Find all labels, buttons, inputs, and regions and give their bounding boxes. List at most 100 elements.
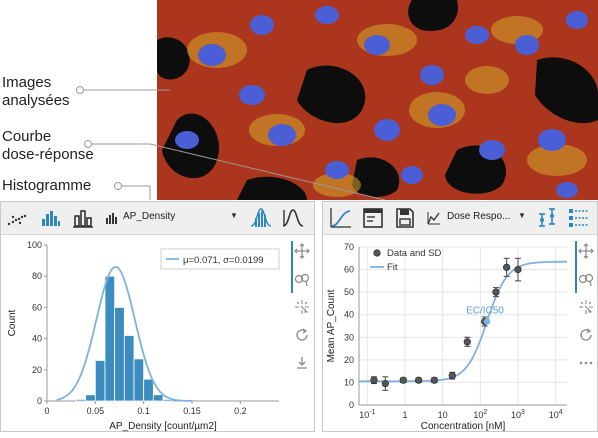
histogram-legend: μ=0.071, σ=0.0199: [160, 248, 280, 270]
x-tick-label: 102: [473, 409, 487, 420]
y-tick-label: 40: [344, 310, 354, 320]
y-tick-label: 20: [32, 365, 42, 375]
y-tick-label: 100: [27, 240, 42, 250]
data-point: [463, 338, 471, 346]
pan-icon[interactable]: [294, 243, 310, 259]
side-active-indicator: [291, 241, 293, 293]
export-icon[interactable]: [294, 355, 310, 371]
bar-chart-button[interactable]: [71, 206, 95, 230]
dose-side-active-indicator: [575, 241, 577, 293]
fit-curve: [56, 265, 192, 402]
data-point: [399, 376, 407, 384]
select-icon[interactable]: [294, 299, 310, 315]
property-select-label[interactable]: AP_Density: [123, 211, 176, 222]
x-tick-label: 0.05: [87, 406, 105, 416]
dose-response-chart: EC/IC50 0 10 20 30 40 50 60 70 10-1 1 10 102 103 104 Co…: [323, 235, 573, 433]
dose-side-toolbar: [575, 235, 597, 431]
x-tick-label: 10-1: [359, 409, 375, 420]
legend-data-marker: [373, 249, 381, 257]
window-icon: [361, 206, 385, 230]
histogram-bar: [123, 335, 135, 402]
save-button[interactable]: [393, 206, 417, 230]
data-point: [448, 372, 456, 380]
callout-courbe-line2: dose-réponse: [2, 146, 94, 163]
reset-icon[interactable]: [294, 327, 310, 343]
y-tick-label: 60: [344, 265, 354, 275]
legend-fit-label: Fit: [387, 262, 398, 273]
y-axis-title: Mean AP_Count: [326, 289, 337, 362]
y-axis-title: Count: [7, 309, 18, 336]
data-point: [492, 288, 500, 296]
data-point: [370, 376, 378, 384]
data-point: [503, 263, 511, 271]
scatter-plot-button[interactable]: [5, 206, 29, 230]
legend-box: [160, 248, 280, 270]
histogram-bar: [152, 394, 164, 402]
curve-toggle-button[interactable]: [281, 206, 305, 230]
x-axis-title: AP_Density [count/µm2]: [109, 421, 217, 432]
data-point: [415, 376, 423, 384]
dose-select-icon[interactable]: [578, 299, 594, 315]
y-tick-label: 50: [344, 287, 354, 297]
callout-images-line2: analysées: [2, 92, 70, 109]
legend-data-label: Data and SD: [387, 248, 442, 259]
dose-response-toolbar: Dose Respo... ▼: [323, 202, 597, 235]
fit-curve: [359, 260, 567, 383]
callout-histogram: Histogramme: [2, 177, 92, 194]
zoom-icon[interactable]: [294, 271, 310, 287]
scatter-icon: [5, 206, 29, 230]
curve-view-button[interactable]: [329, 206, 353, 230]
legend-list-button[interactable]: [567, 206, 591, 230]
property-icon: [105, 211, 119, 225]
dose-zoom-icon[interactable]: [578, 271, 594, 287]
histogram-bar: [75, 399, 87, 402]
dose-reset-icon[interactable]: [578, 327, 594, 343]
data-point: [514, 265, 522, 274]
bell-curve-icon: [281, 206, 305, 230]
x-tick-label: 0.1: [137, 406, 150, 416]
x-tick-label: 104: [549, 409, 563, 420]
callout-dose-response: Courbe dose-réponse: [2, 128, 94, 164]
histogram-bar: [143, 378, 154, 402]
more-icon[interactable]: [578, 355, 594, 371]
callout-images-line1: Images: [2, 74, 52, 91]
chart-type-select-label[interactable]: Dose Respo...: [447, 211, 511, 222]
callout-courbe-line1: Courbe: [2, 128, 52, 145]
list-icon: [567, 206, 591, 230]
histogram-icon: [39, 206, 63, 230]
y-tick-label: 80: [32, 271, 42, 281]
dose-pan-icon[interactable]: [578, 243, 594, 259]
histogram-bar: [94, 360, 106, 402]
bar-chart-icon: [71, 206, 95, 230]
x-axis-title: Concentration [nM]: [421, 421, 506, 432]
ec50-marker: [483, 318, 491, 325]
chart-type-dropdown-caret-icon[interactable]: ▼: [518, 211, 526, 220]
x-tick-label: 103: [511, 409, 525, 420]
data-point: [430, 376, 438, 384]
curve-chart-icon: [329, 206, 353, 230]
dose-response-panel: Dose Respo... ▼ EC/IC50 0 10 20 30 40 50 60 70 10…: [322, 201, 598, 432]
table-view-button[interactable]: [361, 206, 385, 230]
error-bars-icon: [535, 206, 559, 230]
distribution-fit-button[interactable]: [249, 206, 273, 230]
data-point: [381, 379, 389, 388]
histogram-svg: 0 0.05 0.1 0.15 0.2 0 20 40 60 80 100 AP_Density [c…: [7, 240, 280, 432]
y-tick-label: 40: [32, 334, 42, 344]
legend-label: μ=0.071, σ=0.0199: [183, 255, 264, 266]
save-icon: [393, 206, 417, 230]
histogram-bar: [85, 394, 96, 402]
chart-type-icon: [427, 211, 441, 225]
x-tick-label: 0.2: [234, 406, 247, 416]
property-dropdown-caret-icon[interactable]: ▼: [230, 211, 238, 220]
histogram-button[interactable]: [39, 206, 63, 230]
histogram-chart: 0 0.05 0.1 0.15 0.2 0 20 40 60 80 100 AP_Density [c…: [1, 235, 291, 433]
histogram-bar: [104, 275, 116, 402]
histogram-bar: [114, 307, 125, 402]
error-bars-button[interactable]: [535, 206, 559, 230]
x-tick-label: 0: [44, 406, 49, 416]
dose-legend: Data and SD Fit: [370, 248, 442, 273]
ec50-label: EC/IC50: [466, 305, 504, 316]
dose-response-svg: EC/IC50 0 10 20 30 40 50 60 70 10-1 1 10 102 103 104 Co…: [326, 242, 567, 432]
histogram-bar: [133, 358, 145, 402]
y-tick-label: 60: [32, 302, 42, 312]
